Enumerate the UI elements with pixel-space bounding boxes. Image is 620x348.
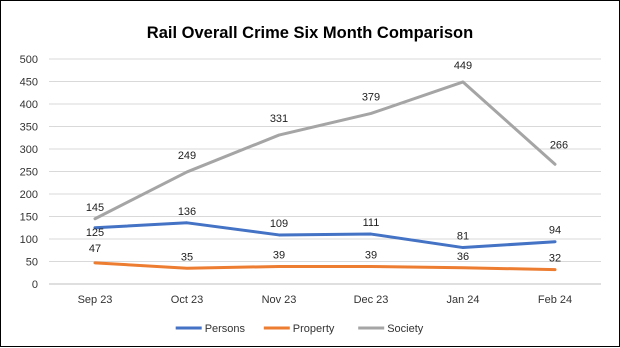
y-tick-label: 400 [20, 99, 38, 111]
series-line-persons [93, 221, 557, 250]
data-label-persons: 81 [457, 231, 469, 243]
legend: Persons Property Society [175, 323, 424, 335]
y-tick-label: 150 [20, 212, 38, 224]
data-labels: 145 249 331 379 449 266 125 136 109 111 81 94 47 35 39… [86, 60, 568, 265]
y-tick-label: 300 [20, 144, 38, 156]
data-label-society: 249 [178, 150, 196, 162]
x-tick-label: Nov 23 [262, 294, 297, 306]
data-label-property: 39 [365, 249, 377, 261]
gridlines [49, 58, 601, 285]
data-label-persons: 125 [86, 227, 104, 239]
data-label-society: 331 [270, 113, 288, 125]
legend-label-society: Society [387, 323, 424, 335]
data-label-property: 35 [181, 251, 193, 263]
y-tick-label: 350 [20, 122, 38, 134]
y-tick-label: 50 [26, 257, 38, 269]
x-tick-label: Dec 23 [354, 294, 389, 306]
y-tick-label: 0 [32, 279, 38, 291]
y-tick-label: 250 [20, 167, 38, 179]
y-tick-label: 100 [20, 234, 38, 246]
x-tick-label: Oct 23 [171, 294, 203, 306]
series-line-property [93, 261, 557, 272]
data-label-property: 36 [457, 251, 469, 263]
data-label-property: 39 [273, 249, 285, 261]
data-label-property: 47 [89, 243, 101, 255]
y-tick-label: 500 [20, 54, 38, 66]
x-tick-label: Feb 24 [538, 294, 572, 306]
series-lines [93, 80, 557, 272]
x-tick-label: Jan 24 [446, 294, 479, 306]
legend-label-persons: Persons [205, 323, 246, 335]
data-label-persons: 111 [363, 217, 380, 229]
x-axis-ticks: Sep 23 Oct 23 Nov 23 Dec 23 Jan 24 Feb 24 [78, 294, 573, 306]
series-line-society [93, 80, 557, 221]
data-label-society: 379 [362, 91, 380, 103]
data-label-property: 32 [549, 253, 561, 265]
data-label-persons: 109 [270, 218, 288, 230]
y-tick-label: 200 [20, 189, 38, 201]
data-label-society: 266 [550, 139, 568, 151]
data-label-society: 449 [454, 60, 472, 72]
data-label-persons: 136 [178, 206, 196, 218]
y-tick-label: 450 [20, 77, 38, 89]
x-tick-label: Sep 23 [78, 294, 113, 306]
data-label-society: 145 [86, 202, 104, 214]
chart-title: Rail Overall Crime Six Month Comparison [147, 24, 473, 42]
data-label-persons: 94 [549, 225, 561, 237]
legend-label-property: Property [293, 323, 335, 335]
y-axis-ticks: 0 50 100 150 200 250 300 350 400 450 500 [20, 54, 38, 291]
